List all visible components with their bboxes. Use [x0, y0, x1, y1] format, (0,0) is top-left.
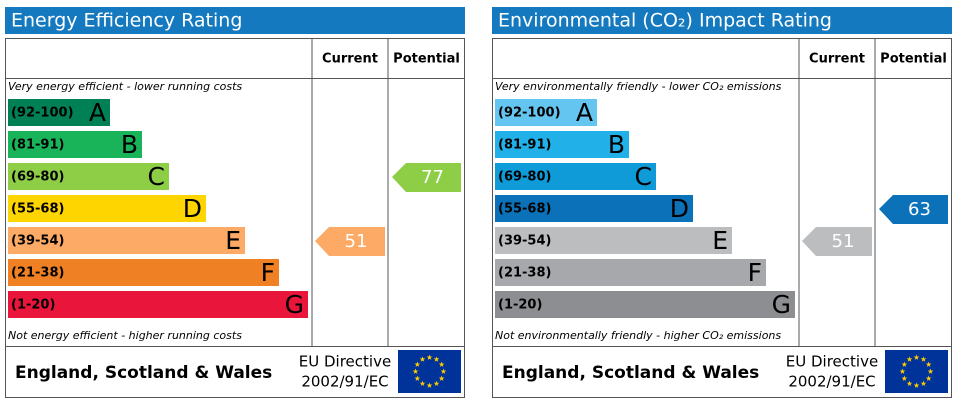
rating-arrow: [315, 227, 385, 256]
eu-star: [426, 382, 433, 388]
directive: EU Directive: [786, 353, 878, 371]
eu-star: [414, 361, 421, 367]
eu-star: [906, 356, 913, 362]
eu-star: [433, 356, 440, 362]
rating-band: [8, 259, 279, 286]
eu-star: [913, 354, 920, 360]
eu-star: [438, 375, 445, 381]
top-note: Very environmentally friendly - lower CO…: [495, 80, 782, 93]
eu-star: [913, 382, 920, 388]
rating-band: [8, 227, 245, 254]
column-header: Potential: [393, 52, 460, 67]
directive: 2002/91/EC: [788, 373, 875, 391]
frame: [5, 38, 465, 398]
eu-star: [906, 380, 913, 387]
rating-band: [495, 195, 693, 222]
rating-value: 51: [832, 231, 855, 252]
region: England, Scotland & Wales: [15, 363, 272, 383]
top-note: Very energy efficient - lower running co…: [8, 80, 242, 93]
band-letter: E: [712, 226, 728, 255]
band-letter: A: [89, 98, 106, 127]
rating-arrow: [802, 227, 872, 256]
band-range: (69-80): [498, 170, 551, 185]
eu-star: [419, 380, 426, 387]
bottom-note: Not environmentally friendly - higher CO…: [495, 329, 781, 342]
band-letter: B: [121, 130, 138, 159]
band-letter: D: [183, 194, 202, 223]
band-range: (55-68): [498, 202, 551, 217]
region: England, Scotland & Wales: [502, 363, 759, 383]
eu-star: [925, 375, 932, 381]
band-letter: C: [148, 162, 165, 191]
band-letter: F: [748, 258, 762, 287]
eu-star: [414, 375, 421, 381]
rating-arrow: [392, 163, 461, 192]
rating-value: 77: [421, 167, 444, 188]
band-range: (39-54): [11, 234, 64, 249]
rating-value: 51: [345, 231, 368, 252]
eu-star: [901, 361, 908, 367]
bottom-note: Not energy efficient - higher running co…: [8, 329, 242, 342]
eu-star: [901, 375, 908, 381]
directive: 2002/91/EC: [301, 373, 388, 391]
band-letter: F: [261, 258, 275, 287]
rating-band: [495, 227, 732, 254]
eu-star: [899, 368, 906, 374]
directive: EU Directive: [299, 353, 391, 371]
rating-band: [495, 259, 766, 286]
rating-band: [495, 99, 597, 126]
eu-star: [920, 380, 927, 387]
eu-star: [440, 368, 447, 374]
band-letter: C: [635, 162, 652, 191]
band-letter: G: [285, 290, 304, 319]
band-letter: B: [608, 130, 625, 159]
band-letter: E: [225, 226, 241, 255]
column-header: Current: [322, 52, 378, 67]
column-header: Current: [809, 52, 865, 67]
epc-chart: Energy Efficiency Rating Current Potential…: [5, 7, 465, 398]
band-range: (21-38): [11, 266, 64, 281]
band-range: (92-100): [11, 106, 74, 121]
rating-band: [8, 131, 142, 158]
band-letter: A: [576, 98, 593, 127]
title-bar: [5, 7, 465, 34]
rating-band: [495, 291, 795, 318]
band-range: (39-54): [498, 234, 551, 249]
band-range: (81-91): [11, 138, 64, 153]
chart-title: Energy Efficiency Rating: [11, 10, 242, 32]
rating-band: [8, 195, 206, 222]
band-range: (1-20): [11, 298, 55, 313]
eu-star: [426, 354, 433, 360]
rating-band: [8, 291, 308, 318]
eu-star: [438, 361, 445, 367]
title-bar: [492, 7, 952, 34]
band-letter: G: [772, 290, 791, 319]
frame: [492, 38, 952, 398]
eu-star: [927, 368, 934, 374]
band-range: (81-91): [498, 138, 551, 153]
eu-star: [412, 368, 419, 374]
eu-star: [419, 356, 426, 362]
rating-band: [495, 163, 656, 190]
column-header: Potential: [880, 52, 947, 67]
eu-star: [925, 361, 932, 367]
rating-band: [495, 131, 629, 158]
chart-title: Environmental (CO₂) Impact Rating: [498, 10, 832, 32]
epc-chart: Environmental (CO₂) Impact Rating Current…: [492, 7, 952, 398]
eu-star: [920, 356, 927, 362]
band-range: (55-68): [11, 202, 64, 217]
rating-band: [8, 99, 110, 126]
band-range: (21-38): [498, 266, 551, 281]
eu-star: [433, 380, 440, 387]
rating-value: 63: [908, 199, 931, 220]
band-letter: D: [670, 194, 689, 223]
band-range: (69-80): [11, 170, 64, 185]
band-range: (92-100): [498, 106, 561, 121]
rating-arrow: [879, 195, 948, 224]
band-range: (1-20): [498, 298, 542, 313]
rating-band: [8, 163, 169, 190]
